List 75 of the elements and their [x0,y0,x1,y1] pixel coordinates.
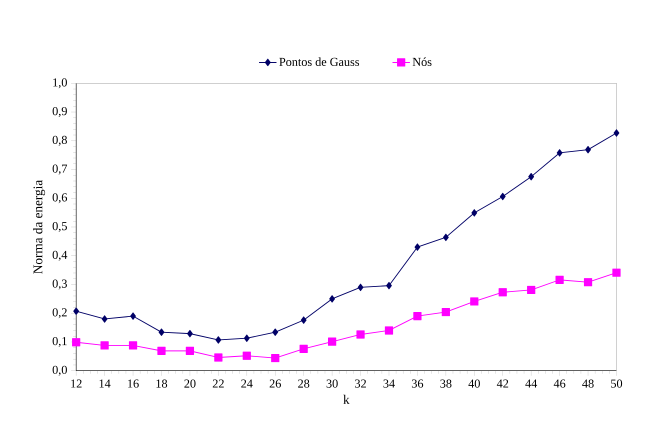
x-tick-label: 36 [412,380,424,388]
x-tick-label: 42 [496,380,508,388]
point [414,243,420,251]
point [215,336,222,344]
point [100,341,109,350]
x-tick-label: 44 [525,380,538,388]
y-tick-label: 0,4 [52,250,68,261]
y-tick-label: 0,3 [52,280,67,290]
point [500,192,506,200]
x-tick-label: 20 [184,380,196,388]
point [470,297,478,306]
point [556,149,563,157]
x-tick-label: 14 [100,380,111,388]
y-tick-label: 0,0 [52,366,67,376]
x-tick-label: 12 [71,380,82,388]
y-tick-label: 0,9 [52,107,67,118]
x-tick-label: 38 [440,380,452,388]
point [300,316,307,324]
x-tick-label: 24 [241,380,253,388]
x-tick-label: 30 [326,380,338,388]
point [442,308,450,316]
point [214,353,222,362]
x-tick-label: 22 [212,380,224,388]
x-tick-label: 48 [582,380,594,388]
point [187,330,193,338]
y-tick-label: 0,8 [52,136,67,146]
y-tick-label: 0,6 [52,193,68,204]
point [584,278,592,286]
point [555,276,564,284]
point [158,328,164,336]
point [471,209,478,217]
point [328,338,336,346]
x-tick-label: 26 [270,380,281,388]
point [356,330,365,339]
x-tick-label: 46 [554,380,566,388]
point [585,146,591,154]
point [384,326,394,335]
point [272,328,278,336]
point [442,234,449,242]
y-tick-label: 0,2 [52,308,67,318]
y-tick-label: 0,7 [52,164,68,175]
point [614,129,620,137]
point [157,346,166,356]
point [527,286,536,294]
x-axis-title: k [343,394,350,404]
x-tick-label: 18 [156,380,168,388]
point [244,334,250,342]
x-tick-label: 28 [298,380,310,388]
point [498,288,507,296]
point [242,352,251,360]
point [612,268,621,277]
point [186,346,194,356]
legend-label: Pontos de Gauss [279,57,360,66]
legend-label: Nós [412,57,432,66]
point [386,282,392,290]
x-tick-label: 16 [128,380,139,388]
y-tick-label: 1,0 [53,78,67,88]
x-tick-label: 50 [611,380,622,388]
x-tick-label: 34 [383,380,395,388]
point [413,312,422,320]
y-axis-title: Norma da energia [33,180,46,274]
point [271,354,280,362]
y-tick-label: 0,1 [52,337,67,348]
point [329,295,336,303]
point [528,173,534,180]
x-tick-label: 32 [355,380,366,388]
x-tick-label: 40 [468,380,480,388]
point [358,284,364,292]
point [72,338,80,346]
point [128,341,138,350]
point [130,312,136,320]
point [300,344,308,354]
point [73,308,80,315]
y-tick-label: 0,5 [52,222,67,232]
point [102,315,108,323]
